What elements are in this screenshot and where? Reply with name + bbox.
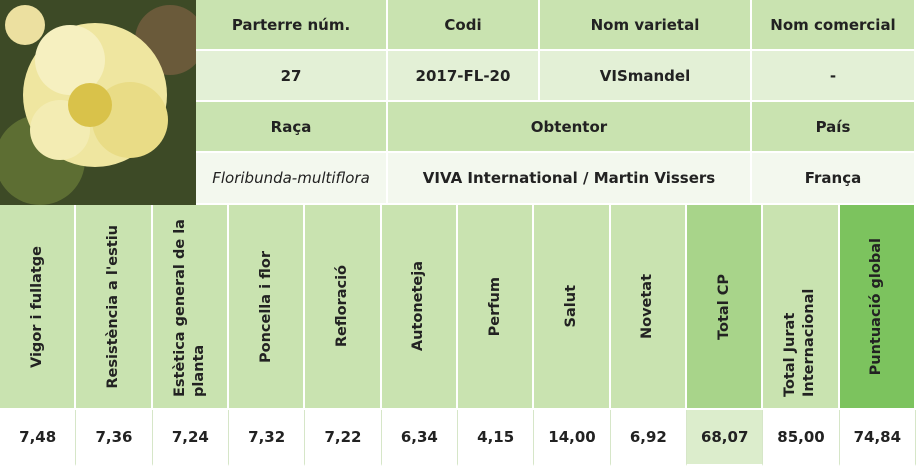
origin-label: País xyxy=(752,102,916,153)
origin-value: VIVA International / Martin Vissers xyxy=(388,153,752,205)
score-value: 7,24 xyxy=(152,410,229,466)
score-column: Estètica general de la planta xyxy=(152,205,229,410)
score-column: Vigor i fullatge xyxy=(0,205,77,410)
score-column: Puntuació global xyxy=(839,205,916,410)
score-value: 7,36 xyxy=(76,410,153,466)
score-column: Autoneteja xyxy=(381,205,458,410)
header-value: - xyxy=(752,51,916,102)
score-column: Salut xyxy=(534,205,611,410)
rose-photo xyxy=(0,0,196,205)
header-value: 2017-FL-20 xyxy=(388,51,540,102)
origin-value: Floribunda-multiflora xyxy=(196,153,388,205)
score-column: Refloració xyxy=(305,205,382,410)
score-column: Total Jurat Internacional xyxy=(763,205,840,410)
score-value: 6,34 xyxy=(381,410,458,466)
header-value: VISmandel xyxy=(540,51,752,102)
score-value: 74,84 xyxy=(839,410,916,466)
score-column: Resistència a l'estiu xyxy=(76,205,153,410)
score-column: Poncella i flor xyxy=(229,205,306,410)
score-value: 4,15 xyxy=(458,410,535,466)
header-value: 27 xyxy=(196,51,388,102)
score-value: 7,22 xyxy=(305,410,382,466)
score-column: Total CP xyxy=(687,205,764,410)
origin-label: Obtentor xyxy=(388,102,752,153)
score-value: 14,00 xyxy=(534,410,611,466)
header-label: Nom comercial xyxy=(752,0,916,51)
score-value: 7,32 xyxy=(229,410,306,466)
score-value: 68,07 xyxy=(687,410,764,466)
origin-label: Raça xyxy=(196,102,388,153)
origin-value: França xyxy=(752,153,916,205)
header-label: Parterre núm. xyxy=(196,0,388,51)
score-column: Novetat xyxy=(610,205,687,410)
score-value: 7,48 xyxy=(0,410,77,466)
header-label: Nom varietal xyxy=(540,0,752,51)
header-label: Codi xyxy=(388,0,540,51)
score-value: 85,00 xyxy=(763,410,840,466)
score-column: Perfum xyxy=(458,205,535,410)
score-value: 6,92 xyxy=(610,410,687,466)
